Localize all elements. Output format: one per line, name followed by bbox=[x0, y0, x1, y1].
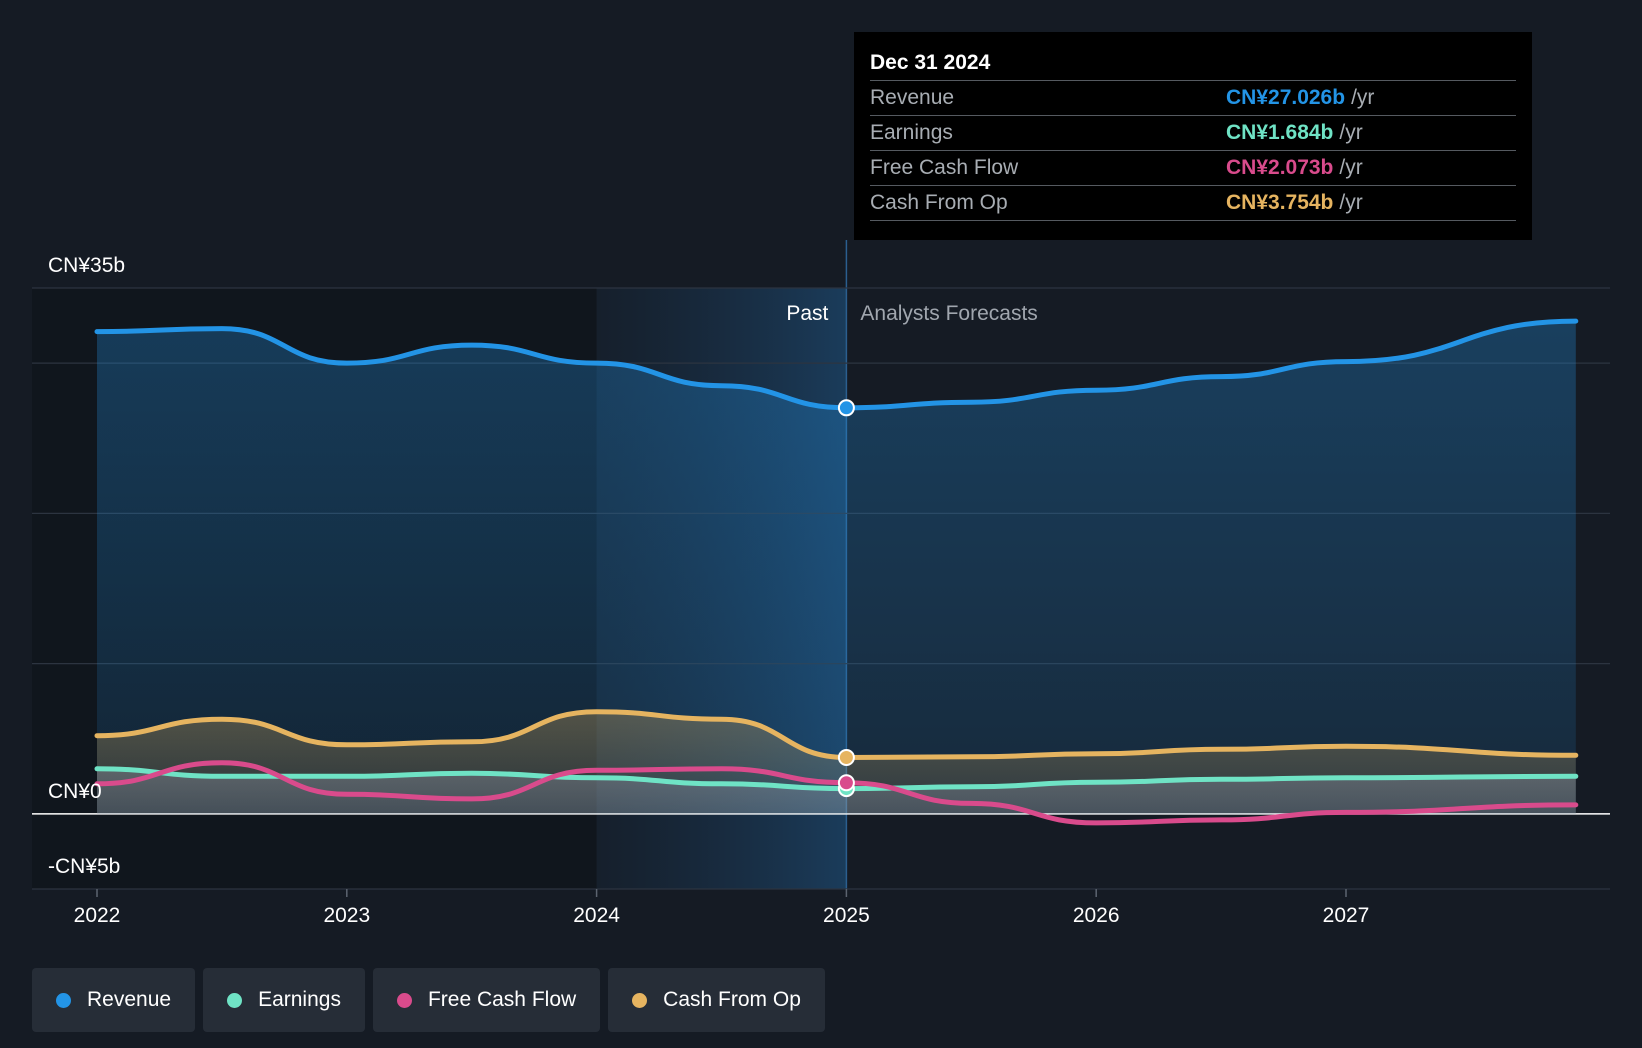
series-line-earnings bbox=[94, 766, 1579, 792]
tooltip-unit: /yr bbox=[1339, 121, 1363, 144]
marker-cash-from-op bbox=[837, 748, 855, 766]
forecast-label: Analysts Forecasts bbox=[860, 302, 1037, 325]
legend-label: Cash From Op bbox=[663, 988, 801, 1011]
past-label: Past bbox=[786, 302, 828, 325]
revenue-dot-icon bbox=[56, 992, 71, 1008]
tooltip-value: CN¥3.754b bbox=[1226, 191, 1334, 214]
tooltip-label: Earnings bbox=[870, 121, 953, 144]
x-tick-label: 2025 bbox=[823, 904, 870, 927]
x-tick-label: 2027 bbox=[1323, 904, 1370, 927]
tooltip-row-earnings: Earnings CN¥1.684b /yr bbox=[870, 116, 1516, 151]
y-tick-label: -CN¥5b bbox=[48, 855, 120, 878]
chart-legend: Revenue Earnings Free Cash Flow Cash Fro… bbox=[32, 968, 825, 1032]
tooltip-unit: /yr bbox=[1339, 156, 1363, 179]
tooltip-label: Free Cash Flow bbox=[870, 156, 1019, 179]
legend-item-earnings[interactable]: Earnings bbox=[203, 968, 365, 1032]
tooltip-label: Cash From Op bbox=[870, 191, 1008, 214]
tooltip-row-revenue: Revenue CN¥27.026b /yr bbox=[870, 81, 1516, 116]
tooltip-row-cash-from-op: Cash From Op CN¥3.754b /yr bbox=[870, 186, 1516, 221]
legend-label: Revenue bbox=[87, 988, 172, 1011]
tooltip-value: CN¥27.026b bbox=[1226, 86, 1346, 109]
tooltip-unit: /yr bbox=[1351, 86, 1375, 109]
area-revenue bbox=[97, 321, 1576, 814]
legend-item-free-cash-flow[interactable]: Free Cash Flow bbox=[372, 968, 601, 1032]
x-tick-label: 2022 bbox=[74, 904, 121, 927]
y-tick-label: CN¥0 bbox=[48, 780, 102, 803]
tooltip-panel: Dec 31 2024 Revenue CN¥27.026b /yr Earni… bbox=[854, 32, 1532, 240]
legend-item-cash-from-op[interactable]: Cash From Op bbox=[608, 968, 825, 1032]
tooltip-row-free-cash-flow: Free Cash Flow CN¥2.073b /yr bbox=[870, 151, 1516, 186]
tooltip-label: Revenue bbox=[870, 86, 955, 109]
tooltip-date: Dec 31 2024 bbox=[870, 46, 1516, 81]
marker-revenue bbox=[837, 399, 855, 417]
tooltip-value: CN¥2.073b bbox=[1226, 156, 1334, 179]
y-tick-label: CN¥35b bbox=[48, 254, 125, 277]
free-cash-flow-dot-icon bbox=[396, 992, 412, 1008]
tooltip-value: CN¥1.684b bbox=[1226, 121, 1334, 144]
x-tick-label: 2023 bbox=[323, 904, 370, 927]
x-tick-label: 2026 bbox=[1073, 904, 1120, 927]
series-line-free-cash-flow bbox=[94, 760, 1579, 826]
legend-label: Earnings bbox=[258, 988, 341, 1011]
legend-item-revenue[interactable]: Revenue bbox=[32, 968, 196, 1032]
x-tick-label: 2024 bbox=[573, 904, 620, 927]
marker-free-cash-flow bbox=[837, 774, 855, 792]
earnings-dot-icon bbox=[227, 992, 243, 1008]
series-line-revenue bbox=[94, 318, 1579, 411]
legend-label: Free Cash Flow bbox=[427, 988, 577, 1011]
series-line-cash-from-op bbox=[94, 709, 1579, 760]
tooltip-unit: /yr bbox=[1339, 191, 1363, 214]
cash-from-op-dot-icon bbox=[632, 992, 648, 1008]
